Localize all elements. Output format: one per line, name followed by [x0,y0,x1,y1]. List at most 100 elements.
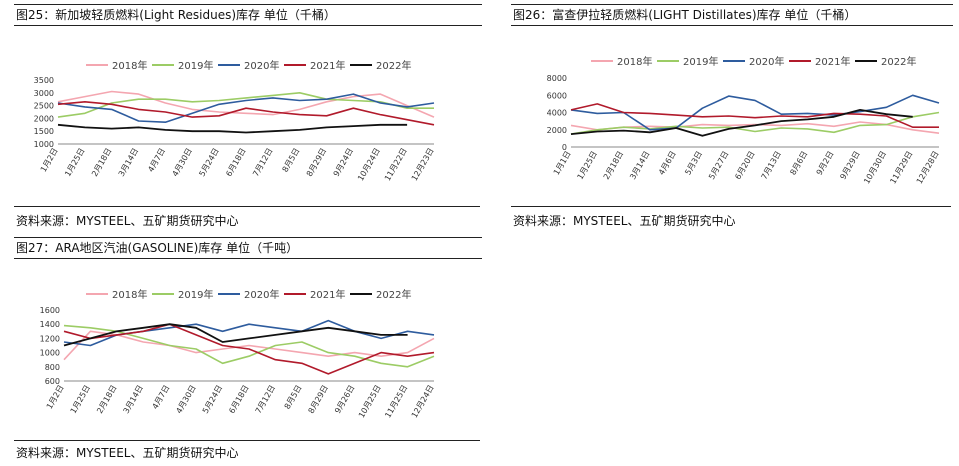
divider-3 [14,440,480,441]
chart-title-1: 图25：新加坡轻质燃料(Light Residues)库存 单位（千桶） [14,4,482,26]
x-tick-label: 12月23日 [410,147,436,183]
x-tick-label: 7月13日 [760,150,783,182]
chart-title-2: 图26：富查伊拉轻质燃料(LIGHT Distillates)库存 单位（千桶） [511,4,953,26]
x-tick-label: 2月18日 [90,147,113,179]
x-tick-label: 3月14日 [117,147,140,179]
y-tick-label: 1500 [34,127,54,136]
x-tick-label: 1月1日 [552,150,573,177]
x-tick-label: 7月12日 [251,147,274,179]
y-tick-label: 3500 [34,76,54,85]
x-tick-label: 12月24日 [410,384,436,420]
legend-label-2019年: 2019年 [178,288,213,301]
x-tick-label: 11月29日 [888,150,914,186]
y-tick-label: 4000 [547,109,567,118]
legend-label-2018年: 2018年 [112,288,147,301]
legend-label-2020年: 2020年 [749,55,784,68]
legend-label-2020年: 2020年 [244,288,279,301]
x-tick-label: 6月20日 [733,150,756,182]
divider-2 [511,206,951,207]
legend-label-2022年: 2022年 [376,288,411,301]
line-chart-1: 1000 1500 2000 2500 3000 3500 1月2日 1月25日 2月18日 3月… [34,59,436,183]
x-tick-label: 4月30日 [174,384,197,416]
y-tick-label: 800 [45,363,60,372]
x-tick-label: 8月29日 [305,147,328,179]
series-line-2019年 [570,111,940,135]
series-line-2018年 [57,90,435,118]
chart-title-2-text: 图26：富查伊拉轻质燃料(LIGHT Distillates)库存 单位（千桶） [513,8,857,22]
legend-label-2022年: 2022年 [881,55,916,68]
x-tick-label: 4月6日 [657,150,678,177]
x-tick-label: 9月2日 [815,150,836,177]
divider-1 [14,206,480,207]
x-tick-label: 2月18日 [95,384,118,416]
x-tick-label: 1月25日 [576,150,599,182]
y-tick-label: 6000 [547,91,567,100]
y-tick-label: 3000 [34,89,54,98]
legend-label-2019年: 2019年 [178,59,213,72]
chart-title-1-text: 图25：新加坡轻质燃料(Light Residues)库存 单位（千桶） [16,8,336,22]
series-line-2021年 [63,323,435,375]
y-tick-label: 2000 [547,126,567,135]
series-line-2018年 [63,330,435,361]
x-tick-label: 9月29日 [838,150,861,182]
series-line-2020年 [57,93,435,123]
x-tick-label: 1月25日 [63,147,86,179]
legend-label-2021年: 2021年 [815,55,850,68]
series-line-2022年 [570,109,913,137]
legend-label-2019年: 2019年 [683,55,718,68]
x-tick-label: 4月30日 [171,147,194,179]
x-tick-label: 11月25日 [383,384,409,420]
x-tick-label: 4月7日 [146,147,167,174]
line-chart-3: 600 800 1000 1200 1400 1600 1月2日 1月25日 2月18日 3月14… [40,288,436,420]
series-line-2020年 [63,319,435,347]
x-tick-label: 1月2日 [39,147,60,174]
y-tick-label: 2500 [34,102,54,111]
x-tick-label: 8月6日 [788,150,809,177]
x-tick-label: 4月7日 [151,384,172,411]
x-tick-label: 11月22日 [383,147,409,183]
legend-label-2018年: 2018年 [112,59,147,72]
x-tick-label: 5月24日 [201,384,224,416]
series-line-2019年 [57,92,434,118]
legend-label-2021年: 2021年 [310,59,345,72]
series-line-2022年 [63,323,408,347]
y-tick-label: 1600 [40,306,60,315]
x-tick-label: 10月25日 [357,384,383,420]
y-tick-label: 0 [562,143,567,152]
y-tick-label: 8000 [547,74,567,83]
x-tick-label: 6月18日 [227,384,250,416]
y-tick-label: 1200 [40,334,60,343]
y-tick-label: 1400 [40,320,60,329]
x-tick-label: 6月18日 [224,147,247,179]
x-tick-label: 8月5日 [281,147,302,174]
y-tick-label: 600 [45,377,60,386]
x-tick-label: 8月5日 [283,384,304,411]
x-tick-label: 8月29日 [307,384,330,416]
x-tick-label: 9月24日 [332,147,355,179]
source-note-3: 资料来源：MYSTEEL、五矿期货研究中心 [16,446,239,460]
series-line-2021年 [57,101,435,126]
source-note-1: 资料来源：MYSTEEL、五矿期货研究中心 [16,214,239,228]
x-tick-label: 10月30日 [862,150,888,186]
x-tick-label: 7月12日 [254,384,277,416]
x-tick-label: 2月18日 [602,150,625,182]
x-tick-label: 5月27日 [707,150,730,182]
x-tick-label: 5月3日 [683,150,704,177]
source-note-2: 资料来源：MYSTEEL、五矿期货研究中心 [513,214,736,228]
series-line-2022年 [57,123,408,134]
legend-label-2018年: 2018年 [617,55,652,68]
y-tick-label: 1000 [34,140,54,149]
line-chart-2: 0 2000 4000 6000 8000 1月1日 1月25日 2月18日 3月14日 4月6日… [547,55,941,186]
legend-label-2020年: 2020年 [244,59,279,72]
legend-label-2021年: 2021年 [310,288,345,301]
x-tick-label: 1月2日 [45,384,66,411]
x-tick-label: 12月28日 [915,150,941,186]
x-tick-label: 3月14日 [122,384,145,416]
x-tick-label: 10月24日 [356,147,382,183]
chart-title-3-text: 图27：ARA地区汽油(GASOLINE)库存 单位（千吨） [16,241,299,255]
x-tick-label: 1月25日 [69,384,92,416]
chart-title-3: 图27：ARA地区汽油(GASOLINE)库存 单位（千吨） [14,237,482,259]
y-tick-label: 2000 [34,114,54,123]
series-line-2020年 [570,94,940,131]
series-line-2021年 [570,103,939,128]
